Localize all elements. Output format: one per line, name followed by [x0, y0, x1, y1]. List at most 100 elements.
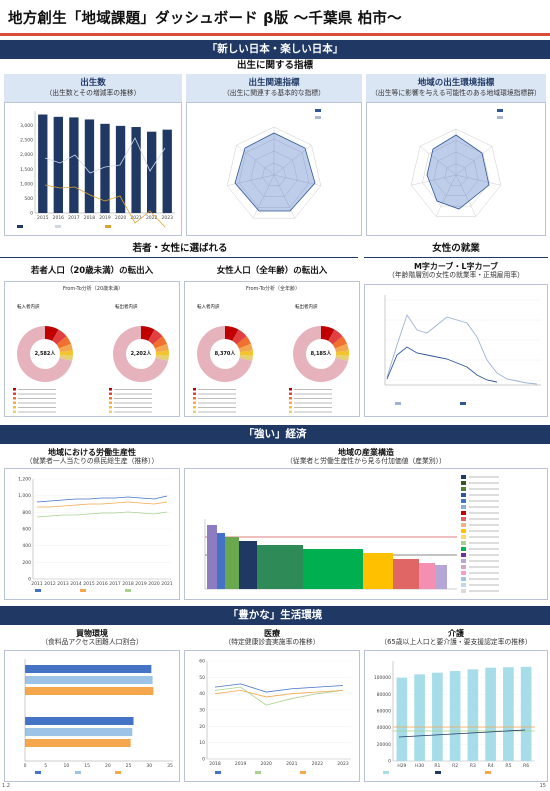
care-chart-panel: 0 20000 40000 60000 80000 100000 H29 H30 R1 R2 R3 R…	[364, 650, 548, 782]
labor-line-national	[37, 501, 168, 508]
radar-grid-ring	[433, 151, 479, 196]
care-bar	[449, 671, 461, 761]
donut-slice	[332, 336, 348, 349]
care-xtick: R4	[488, 763, 494, 769]
donut-slice	[239, 350, 253, 356]
youth-donut-title: From-To分析（20歳未満）	[62, 286, 124, 292]
industry-chart	[204, 475, 499, 593]
shop-legend-swatch-c	[115, 771, 121, 774]
donut-legend-swatch	[109, 410, 112, 413]
medical-ytick: 0	[202, 757, 205, 763]
industry-legend-text-line	[469, 530, 499, 532]
donut-legend-swatch	[109, 401, 112, 404]
care-title: 介護	[448, 629, 464, 638]
med-legend-swatch-c	[300, 771, 306, 774]
medical-subtitle: （特定健康診査実施率の推移）	[224, 638, 320, 646]
birth-ytick: 3,000	[20, 123, 33, 129]
radar-spoke	[273, 174, 321, 186]
radar-grid-ring	[444, 163, 468, 186]
industry-legend-swatch	[461, 481, 466, 485]
industry-legend-text-line	[469, 560, 499, 562]
radar-spoke	[455, 174, 477, 217]
care-ytick: 0	[388, 759, 391, 765]
radar2-legend-swatch-b	[497, 116, 503, 119]
donut-legend-text-line	[294, 402, 332, 404]
industry-bar	[435, 565, 447, 589]
donut-slice	[225, 326, 239, 341]
radar-spoke	[419, 146, 457, 176]
donut-legend-text-line	[114, 398, 152, 399]
birth-bar	[147, 131, 157, 213]
industry-legend-swatch	[461, 517, 466, 521]
care-bar	[414, 674, 425, 761]
radar-spoke	[227, 174, 275, 186]
care-bar	[432, 672, 443, 761]
divider	[0, 257, 358, 258]
shopping-bar	[25, 687, 154, 695]
industry-legend-text-line	[469, 494, 499, 496]
labor-legend-swatch-a	[35, 589, 41, 592]
shopping-bar	[25, 728, 133, 736]
donut-legend-text-line	[114, 393, 152, 395]
donut-slice-main	[17, 326, 73, 382]
donut-slice	[58, 343, 73, 353]
birth-title: 出生数	[80, 78, 106, 88]
legend-swatch-trend	[105, 225, 111, 228]
birth-rate-line	[44, 137, 166, 174]
donut-slice	[321, 326, 335, 341]
donut-legend-text-line	[198, 393, 236, 395]
radar-grid-ring	[226, 126, 322, 219]
mcurve-chart	[384, 295, 541, 405]
industry-legend-text-line	[469, 482, 499, 484]
industry-bar	[363, 553, 393, 589]
industry-legend-text-line	[469, 590, 499, 592]
donut-legend-swatch	[193, 401, 196, 404]
medical-ytick: 30	[199, 708, 205, 714]
medical-xtick: 2018	[209, 761, 221, 767]
birth-xtick: 2021	[130, 215, 142, 221]
care-subtitle: （65歳以上人口と要介護・要支援認定率の推移）	[380, 638, 532, 646]
donut-legend-text-line	[294, 398, 332, 399]
donut-legend-text-line	[198, 398, 236, 399]
industry-legend-text-line	[469, 548, 499, 550]
birth-bar	[53, 116, 63, 213]
shopping-subtitle: （食料品アクセス困難人口割合）	[41, 638, 143, 646]
donut-legend-text-line	[18, 398, 56, 399]
industry-legend-swatch	[461, 505, 466, 509]
divider	[364, 257, 548, 258]
youth-donut-panel: From-To分析（20歳未満） 転入者内訳 転出者内訳 2,582人 2,20…	[4, 281, 180, 417]
donut-slice	[155, 350, 169, 356]
donut-slice	[152, 336, 168, 349]
medical-chart: 0 10 20 30 40 50 60 2018 2019 2020 2021 2022 2023	[199, 659, 351, 774]
section-band-strong-economy: 「強い」経済	[0, 425, 550, 444]
labor-xtick: 2011	[31, 581, 43, 587]
labor-legend-swatch-c	[125, 589, 131, 592]
donut-legend-swatch	[193, 397, 196, 400]
labor-xtick: 2020	[148, 581, 160, 587]
care-xtick: R1	[434, 763, 440, 769]
donut-slice-main	[197, 326, 253, 382]
female-donut-title: From-To分析（全年齢）	[246, 286, 300, 292]
industry-legend-text-line	[469, 500, 499, 502]
radar2-area	[426, 134, 490, 210]
industry-legend-swatch	[461, 511, 466, 515]
shopping-bar	[25, 676, 153, 684]
labor-ytick: 1,000	[18, 493, 31, 499]
donut-legend-swatch	[109, 397, 112, 400]
medical-xtick: 2023	[337, 761, 349, 767]
donut-legend-text-line	[114, 411, 152, 413]
labor-ytick: 600	[22, 527, 31, 533]
donut-legend-text-line	[198, 407, 236, 408]
donut-slice	[59, 354, 73, 361]
donut-legend-text-line	[294, 407, 332, 408]
birth-ytick: 1,500	[20, 167, 33, 173]
medical-chart-panel: 0 10 20 30 40 50 60 2018 2019 2020 2021 2022 2023	[184, 650, 360, 782]
industry-legend-text-line	[469, 554, 499, 556]
labor-xtick: 2017	[109, 581, 121, 587]
birth-xtick: 2016	[53, 215, 65, 221]
shopping-xtick: 25	[126, 763, 132, 769]
care-xtick: R5	[505, 763, 511, 769]
care-ytick: 40000	[377, 725, 391, 731]
birth-chart-panel: 0 500 1,000 1,500 2,000 2,500 3,000 2015 2016 201…	[4, 102, 182, 236]
donut-slice	[155, 354, 169, 361]
